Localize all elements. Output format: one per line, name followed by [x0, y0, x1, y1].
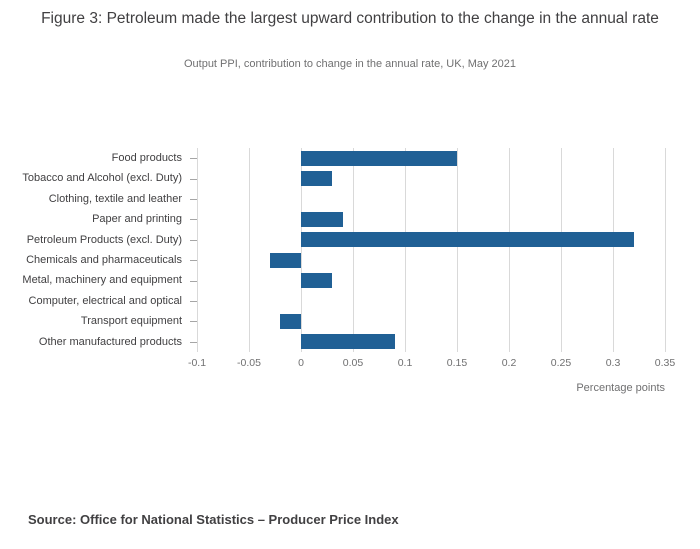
bar [301, 211, 343, 227]
x-axis-tick-label: 0.05 [342, 357, 364, 369]
gridline [613, 148, 614, 352]
bar [269, 252, 301, 268]
y-axis-tick [190, 219, 197, 221]
gridline [665, 148, 666, 352]
y-axis-tick [190, 301, 197, 302]
x-axis-tick-label: 0 [298, 357, 304, 369]
y-axis-tick [190, 178, 197, 180]
category-label: Other manufactured products [38, 335, 182, 348]
bar [301, 334, 395, 350]
x-axis-tick-label: -0.1 [187, 357, 207, 369]
bar [301, 171, 333, 187]
category-label: Metal, machinery and equipment [22, 274, 182, 287]
x-axis-tick-label: -0.05 [237, 357, 261, 369]
y-axis-tick [190, 199, 197, 200]
category-label: Petroleum Products (excl. Duty) [26, 233, 182, 246]
source-note: Source: Office for National Statistics –… [28, 512, 399, 527]
gridline [509, 148, 510, 352]
bar [301, 150, 457, 166]
y-axis-tick [190, 260, 197, 262]
bar [301, 273, 333, 289]
category-label: Chemicals and pharmaceuticals [26, 253, 182, 266]
figure-title: Figure 3: Petroleum made the largest upw… [41, 10, 659, 27]
gridline [457, 148, 458, 352]
y-axis-tick [190, 341, 197, 343]
gridline [353, 148, 354, 352]
category-label: Clothing, textile and leather [48, 192, 182, 205]
category-label: Transport equipment [80, 315, 182, 328]
x-axis-tick-label: 0.2 [501, 357, 517, 369]
category-label: Tobacco and Alcohol (excl. Duty) [22, 172, 182, 185]
bar [301, 232, 634, 248]
gridline [197, 148, 198, 352]
figure-subtitle: Output PPI, contribution to change in th… [183, 58, 517, 70]
plot-area [190, 148, 666, 352]
gridline [249, 148, 250, 352]
y-axis-tick [190, 321, 197, 323]
y-axis-tick [190, 239, 197, 241]
gridline [301, 148, 302, 352]
x-axis-tick-label: 0.35 [654, 357, 676, 369]
y-axis-tick [190, 158, 197, 160]
x-axis-tick-label: 0.1 [397, 357, 413, 369]
x-axis-title: Percentage points [576, 382, 665, 394]
gridline [405, 148, 406, 352]
category-label: Computer, electrical and optical [28, 294, 182, 307]
gridline [561, 148, 562, 352]
x-axis-tick-label: 0.15 [446, 357, 468, 369]
x-axis-tick-label: 0.25 [550, 357, 572, 369]
y-axis-labels: Food products Tobacco and Alcohol (excl. … [0, 148, 190, 352]
x-axis-tick-label: 0.3 [605, 357, 621, 369]
x-axis-tick-labels: -0.1 -0.05 0 0.05 0.1 0.15 0.2 0.25 0.3 0.35 [188, 357, 675, 371]
y-axis-tick [190, 280, 197, 282]
bar [280, 313, 301, 329]
category-label: Food products [111, 152, 182, 164]
category-label: Paper and printing [92, 213, 182, 226]
